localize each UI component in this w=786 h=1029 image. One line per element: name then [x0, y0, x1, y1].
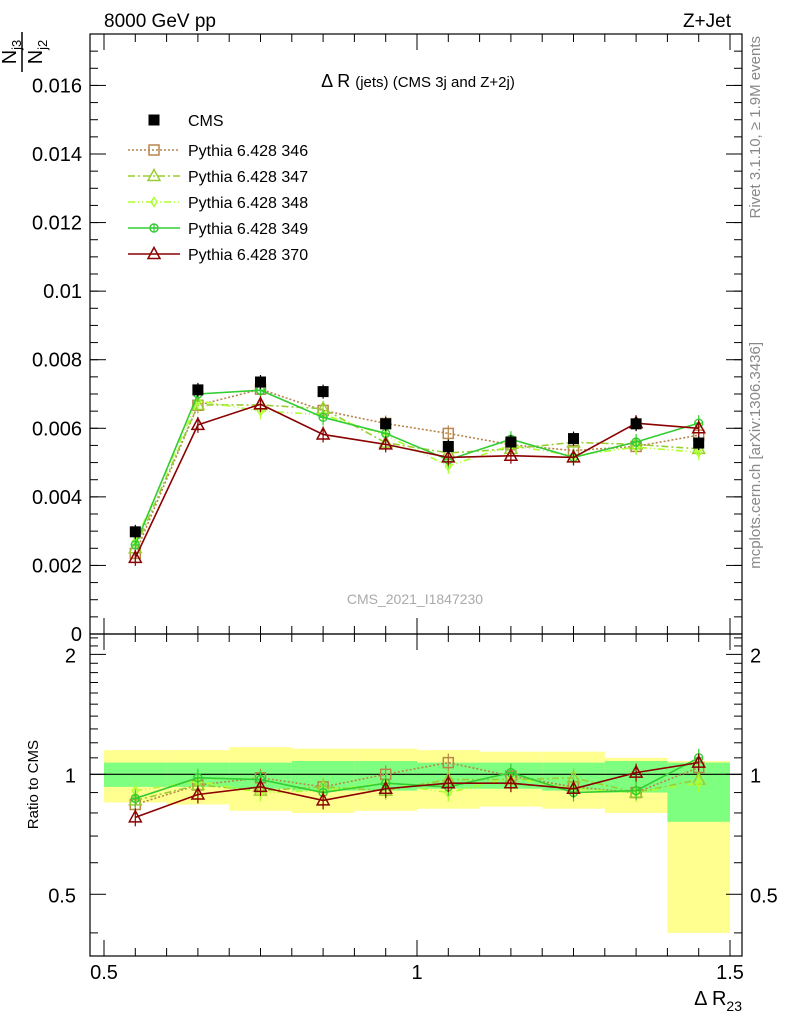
ratio-point-p370 [253, 778, 268, 793]
ylabel-denominator: Nj2 [25, 40, 50, 65]
main-ytick-label: 0.008 [32, 350, 82, 372]
point-p370 [315, 426, 331, 440]
point-p347 [190, 396, 206, 411]
point-cms [505, 436, 517, 448]
point-cms [630, 418, 642, 430]
ratio-ytick-label: 0.5 [48, 885, 76, 907]
point-p370 [378, 436, 393, 450]
point-p348 [256, 405, 265, 417]
main-ytick-label: 0.002 [32, 555, 82, 577]
ylabel-numerator: Nj3 [0, 40, 24, 65]
x-axis-label: Δ R23 [694, 988, 742, 1014]
ratio-line-p349 [135, 757, 700, 800]
ratio-point-p370 [566, 780, 581, 795]
point-p348 [444, 460, 453, 472]
series-line-p349 [134, 389, 699, 546]
legend-marker-cms [148, 114, 160, 126]
ratio-point-p349 [631, 785, 641, 796]
point-p370 [253, 396, 268, 410]
ratio-frame [89, 633, 743, 957]
point-p348 [694, 446, 703, 459]
point-cms [568, 433, 579, 445]
main-title: Δ R (jets) (CMS 3j and Z+2j) [321, 71, 515, 91]
side-label-mcplots: mcplots.cern.ch [arXiv:1306.3436] [747, 342, 764, 569]
main-ytick-label: 0.014 [32, 144, 82, 166]
main-ytick-label: 0.004 [32, 487, 82, 509]
main-ytick-label: 0.006 [32, 418, 82, 440]
point-p349 [318, 412, 328, 423]
legend-marker-p370 [146, 245, 162, 260]
legend-marker-p349 [149, 223, 159, 233]
ratio-ylabel: Ratio to CMS [25, 740, 42, 829]
legend-label-p370: Pythia 6.428 370 [188, 247, 308, 264]
legend-label-cms: CMS [188, 113, 224, 130]
point-p349 [631, 437, 641, 447]
point-p370 [691, 420, 706, 434]
ratio-line-p348 [135, 777, 699, 794]
ratio-line-p346 [135, 761, 699, 806]
ratio-point-p370 [128, 809, 143, 823]
ratio-line-p370 [135, 761, 699, 819]
point-p346 [442, 427, 455, 440]
ratio-point-p370 [441, 775, 456, 789]
legend-marker-p346 [148, 144, 160, 156]
point-cms [129, 526, 141, 538]
ratio-panel: 0.5 0.5 1 1 2 2 0.5 1 1.5 [48, 633, 778, 984]
series-line-p370 [134, 403, 699, 559]
ratio-line-p347 [135, 777, 699, 802]
legend-label-p347: Pythia 6.428 347 [188, 169, 308, 186]
point-p349 [130, 540, 141, 550]
ratio-point-p370 [315, 792, 331, 806]
legend-label-p346: Pythia 6.428 346 [188, 143, 308, 160]
side-label-rivet: Rivet 3.1.10, ≥ 1.9M events [747, 36, 764, 219]
x-tick-label: 1 [411, 962, 422, 984]
ratio-point-p348 [694, 777, 703, 789]
x-tick-label: 1.5 [716, 962, 744, 984]
legend-marker-p348 [150, 196, 158, 208]
ratio-point-p346 [442, 756, 455, 769]
point-cms [255, 376, 266, 388]
series-line-p347 [134, 404, 699, 549]
x-tick-label: 0.5 [90, 962, 118, 984]
ratio-point-p349 [130, 793, 141, 804]
ratio-point-p370 [691, 754, 706, 768]
ratio-point-p370 [628, 764, 644, 778]
legend-label-p348: Pythia 6.428 348 [188, 195, 308, 212]
main-ytick-label: 0 [71, 624, 82, 646]
main-panel: 0 0.002 0.004 0.006 0.008 0.01 0.012 0.014 0.016 [32, 33, 743, 646]
ratio-ytick-label-right: 0.5 [750, 885, 778, 907]
point-cms [442, 440, 454, 452]
ratio-ytick-label-right: 1 [750, 765, 761, 787]
main-ytick-label: 0.016 [32, 75, 82, 97]
point-cms [192, 384, 204, 396]
ratio-point-p349 [193, 773, 203, 783]
point-cms [693, 437, 705, 449]
ratio-point-p370 [503, 775, 519, 789]
point-p370 [566, 449, 581, 463]
main-ytick-label: 0.01 [43, 281, 82, 303]
legend-label-p349: Pythia 6.428 349 [188, 221, 308, 238]
point-p370 [128, 549, 143, 564]
ratio-point-p370 [378, 780, 393, 795]
main-ylabel: Nj3 Nj2 [0, 32, 50, 72]
ratio-ytick-label-right: 2 [750, 645, 761, 667]
main-ytick-label: 0.012 [32, 213, 82, 235]
point-cms [317, 386, 329, 398]
header-left: 8000 GeV pp [104, 11, 216, 32]
ratio-ytick-label: 1 [65, 765, 76, 787]
legend-marker-p347 [146, 167, 162, 182]
point-cms [380, 418, 392, 430]
point-p370 [190, 416, 206, 431]
point-p370 [441, 449, 456, 463]
ratio-ytick-label: 2 [65, 645, 76, 667]
legend: CMS Pythia 6.428 346 Pythia 6.428 347 Pythi… [128, 113, 308, 264]
series-line-p346 [134, 388, 699, 554]
ratio-point-p370 [190, 786, 206, 800]
header-right: Z+Jet [683, 11, 732, 32]
point-p370 [503, 447, 519, 461]
watermark: CMS_2021_I1847230 [347, 591, 483, 607]
